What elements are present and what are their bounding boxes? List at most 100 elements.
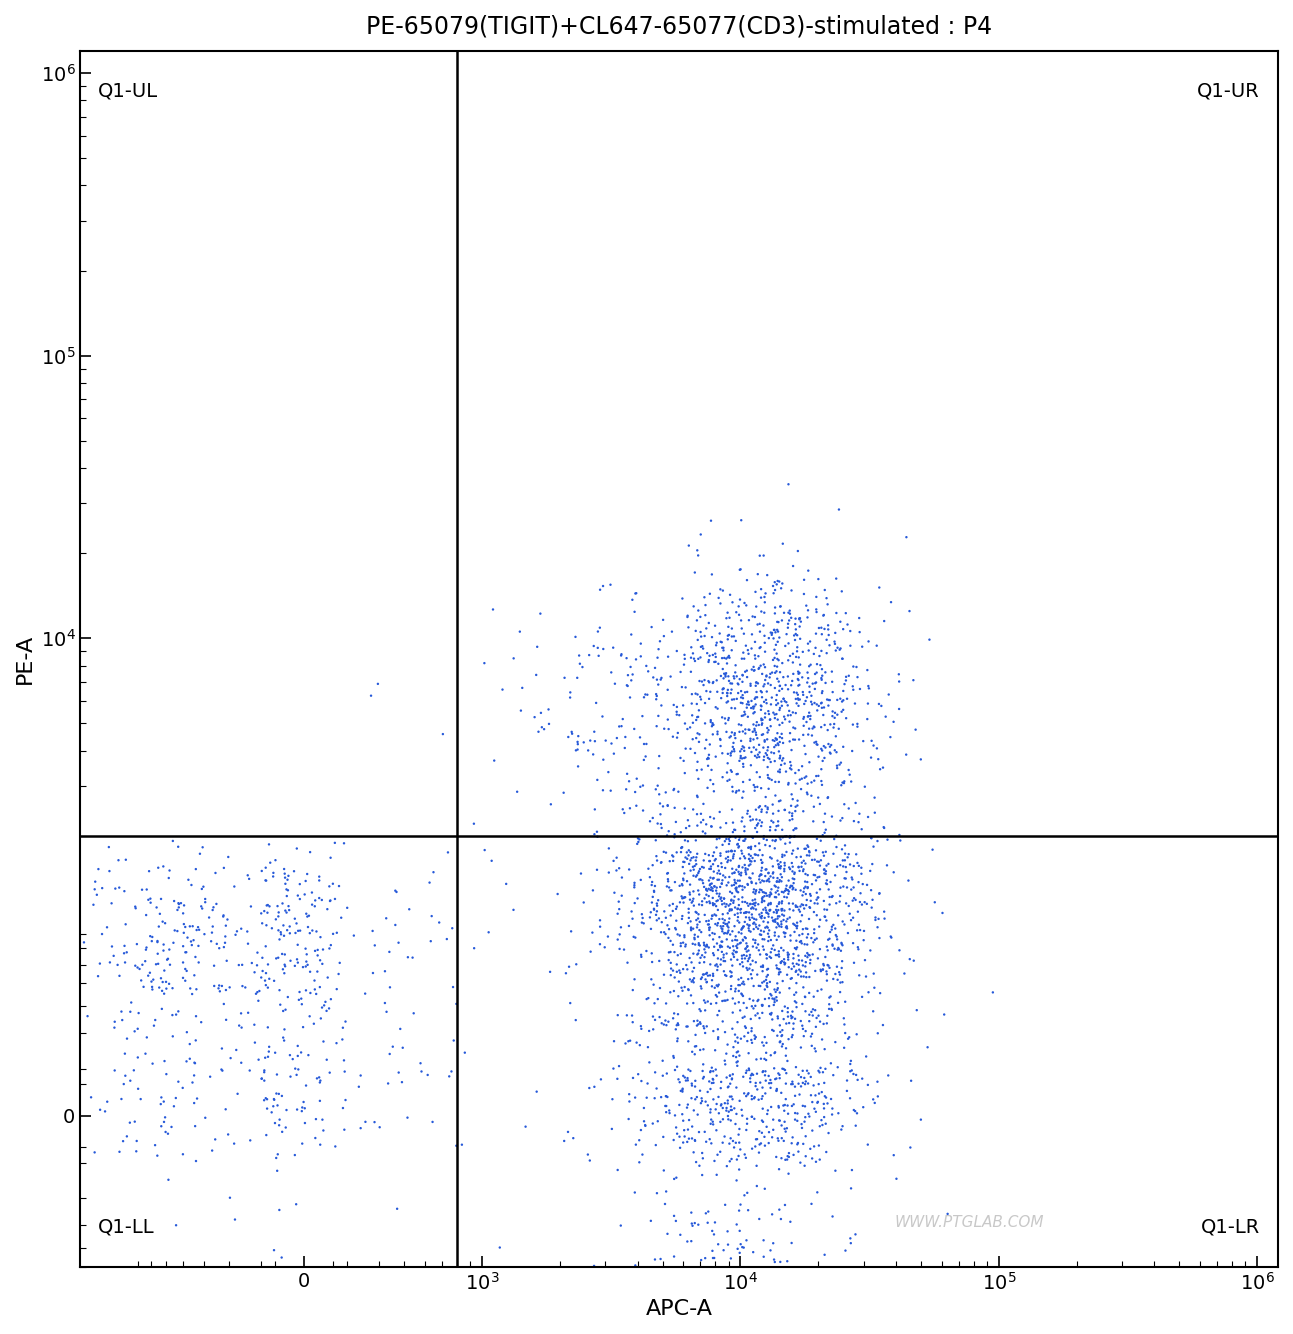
Point (672, 851, 693, 872)
Point (786, 896, 807, 918)
Point (850, 622, 870, 643)
Point (806, 960, 826, 982)
Point (838, 798, 859, 819)
Point (843, 907, 864, 928)
Point (768, 692, 789, 714)
Point (680, 968, 701, 990)
Point (666, 842, 687, 863)
Point (753, 870, 773, 891)
Point (731, 932, 751, 954)
Point (652, 851, 672, 872)
Point (163, 1026, 184, 1047)
Point (759, 884, 780, 906)
Point (680, 874, 701, 895)
Point (661, 958, 681, 979)
Point (751, 850, 772, 871)
Point (813, 696, 834, 718)
Point (786, 972, 807, 994)
Point (937, 1203, 958, 1225)
Point (749, 866, 769, 887)
Point (868, 748, 888, 770)
Point (269, 1199, 290, 1221)
Point (812, 698, 833, 719)
Point (778, 632, 799, 654)
Point (769, 698, 790, 719)
Point (122, 992, 142, 1014)
Point (727, 1170, 747, 1191)
Point (775, 1059, 795, 1081)
Point (848, 811, 869, 832)
Point (804, 922, 825, 943)
Point (934, 1005, 954, 1026)
Point (217, 1123, 238, 1145)
Point (706, 635, 727, 656)
Point (712, 1293, 733, 1314)
Point (724, 668, 745, 690)
Point (754, 939, 775, 960)
Point (833, 935, 853, 956)
Point (798, 667, 818, 688)
Point (787, 1133, 808, 1154)
Point (751, 852, 772, 874)
Point (767, 1078, 787, 1099)
Point (203, 896, 224, 918)
Point (721, 840, 742, 862)
Point (740, 894, 760, 915)
Point (729, 559, 750, 580)
Point (835, 707, 856, 728)
Point (864, 735, 884, 756)
Point (793, 1133, 813, 1154)
Point (809, 916, 830, 938)
Point (692, 944, 712, 966)
Point (184, 1093, 204, 1114)
Point (777, 679, 798, 700)
Point (678, 1131, 698, 1153)
Point (746, 880, 767, 902)
Point (604, 743, 625, 764)
Point (812, 659, 833, 680)
Point (137, 1027, 158, 1049)
Point (767, 668, 787, 690)
Point (865, 907, 886, 928)
Point (635, 746, 656, 767)
Point (831, 775, 852, 796)
Point (736, 747, 756, 768)
Point (737, 667, 758, 688)
Point (731, 983, 751, 1005)
Point (755, 970, 776, 991)
Point (675, 934, 696, 955)
Point (736, 907, 756, 928)
Point (681, 692, 702, 714)
Point (705, 1211, 725, 1233)
Point (741, 963, 762, 984)
Point (859, 678, 879, 699)
Point (789, 924, 809, 946)
Point (158, 948, 178, 970)
Point (296, 903, 317, 924)
Point (806, 870, 826, 891)
Point (813, 954, 834, 975)
Point (764, 619, 785, 640)
Point (758, 799, 778, 820)
Point (627, 834, 648, 855)
Point (753, 1086, 773, 1107)
Point (701, 876, 721, 898)
Point (807, 654, 828, 675)
Point (676, 871, 697, 892)
Point (675, 1070, 696, 1091)
Point (702, 928, 723, 950)
Point (300, 960, 321, 982)
Point (312, 890, 332, 911)
Point (840, 1178, 861, 1199)
Point (700, 924, 720, 946)
Point (809, 1062, 830, 1083)
Point (753, 1062, 773, 1083)
Point (512, 678, 533, 699)
Point (732, 879, 753, 900)
Point (697, 991, 718, 1013)
Point (874, 908, 895, 930)
Point (820, 690, 840, 711)
Point (573, 892, 593, 914)
Point (780, 899, 800, 920)
Point (694, 951, 715, 972)
